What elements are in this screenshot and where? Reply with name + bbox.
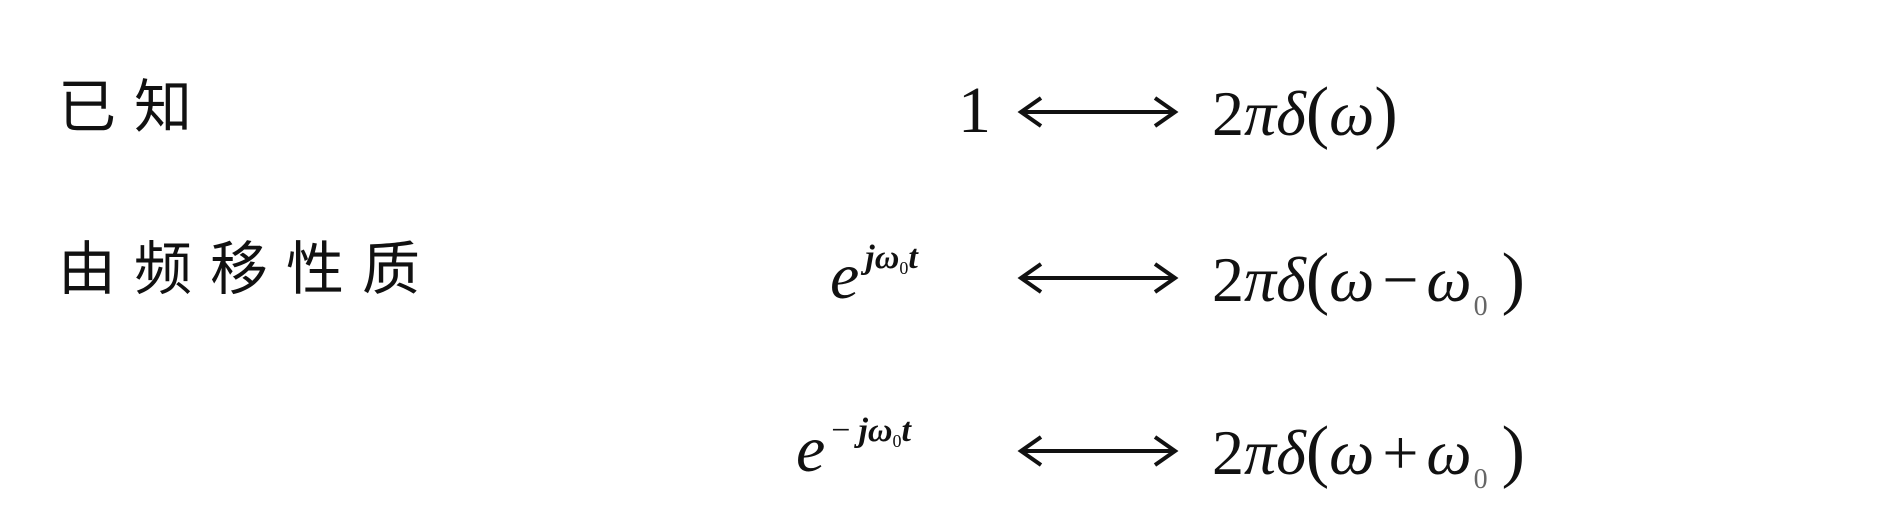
rhs-delta: δ [1276, 244, 1306, 315]
rhs-sub-zero: 0 [1473, 464, 1488, 495]
rhs-coefficient: 2 [1212, 244, 1244, 315]
equation-2-rhs: 2πδ(ω − ω0) [1212, 244, 1525, 321]
lhs-e: e [796, 413, 826, 486]
lhs-exponent: jω0t [865, 239, 918, 278]
rhs-pi: π [1244, 417, 1277, 488]
rhs-open-paren: ( [1305, 74, 1330, 151]
lhs-j-omega: jω [865, 239, 900, 276]
rhs-minus: − [1382, 244, 1419, 315]
rhs-plus: + [1382, 417, 1419, 488]
lhs-sub-zero: 0 [892, 431, 902, 451]
double-arrow-icon [1017, 96, 1179, 128]
lhs-minus: − [831, 412, 851, 449]
rhs-delta: δ [1276, 78, 1306, 149]
rhs-omega: ω [1329, 244, 1375, 315]
rhs-close-paren: ) [1501, 413, 1525, 490]
lhs-exponent: − jω0t [831, 412, 911, 451]
lhs-sub-zero: 0 [899, 258, 909, 278]
rhs-omega-zero: ω [1426, 417, 1472, 488]
rhs-delta: δ [1276, 417, 1306, 488]
rhs-pi: π [1244, 244, 1277, 315]
equation-1-rhs: 2πδ(ω) [1212, 78, 1398, 148]
label-frequency-shift-property: 由频移性质 [58, 235, 439, 303]
rhs-omega-zero: ω [1426, 244, 1472, 315]
double-arrow-icon [1017, 262, 1179, 294]
equation-row-3: e − jω0t 2πδ(ω + ω0) [0, 405, 1877, 494]
equation-1-lhs: 1 [958, 78, 991, 144]
rhs-open-paren: ( [1305, 413, 1330, 490]
equation-row-2: e jω0t 2πδ(ω − ω0) [0, 232, 1877, 321]
rhs-omega: ω [1329, 78, 1375, 149]
equation-2-lhs: e jω0t [830, 241, 918, 310]
rhs-close-paren: ) [1501, 240, 1525, 317]
equation-row-1: 1 2πδ(ω) [0, 70, 1877, 150]
rhs-omega: ω [1329, 417, 1375, 488]
lhs-t: t [901, 412, 911, 449]
rhs-open-paren: ( [1305, 240, 1330, 317]
rhs-close-paren: ) [1374, 74, 1398, 151]
lhs-t: t [908, 239, 918, 276]
rhs-sub-zero: 0 [1473, 291, 1488, 322]
double-arrow-icon [1017, 435, 1179, 467]
rhs-pi: π [1244, 78, 1277, 149]
label-known: 已知 [58, 73, 211, 141]
lhs-e: e [830, 240, 860, 313]
lhs-one: 1 [958, 74, 991, 147]
rhs-coefficient: 2 [1212, 417, 1244, 488]
rhs-coefficient: 2 [1212, 78, 1244, 149]
lhs-j-omega: jω [858, 412, 893, 449]
equation-3-lhs: e − jω0t [796, 414, 911, 483]
equation-3-rhs: 2πδ(ω + ω0) [1212, 417, 1525, 494]
